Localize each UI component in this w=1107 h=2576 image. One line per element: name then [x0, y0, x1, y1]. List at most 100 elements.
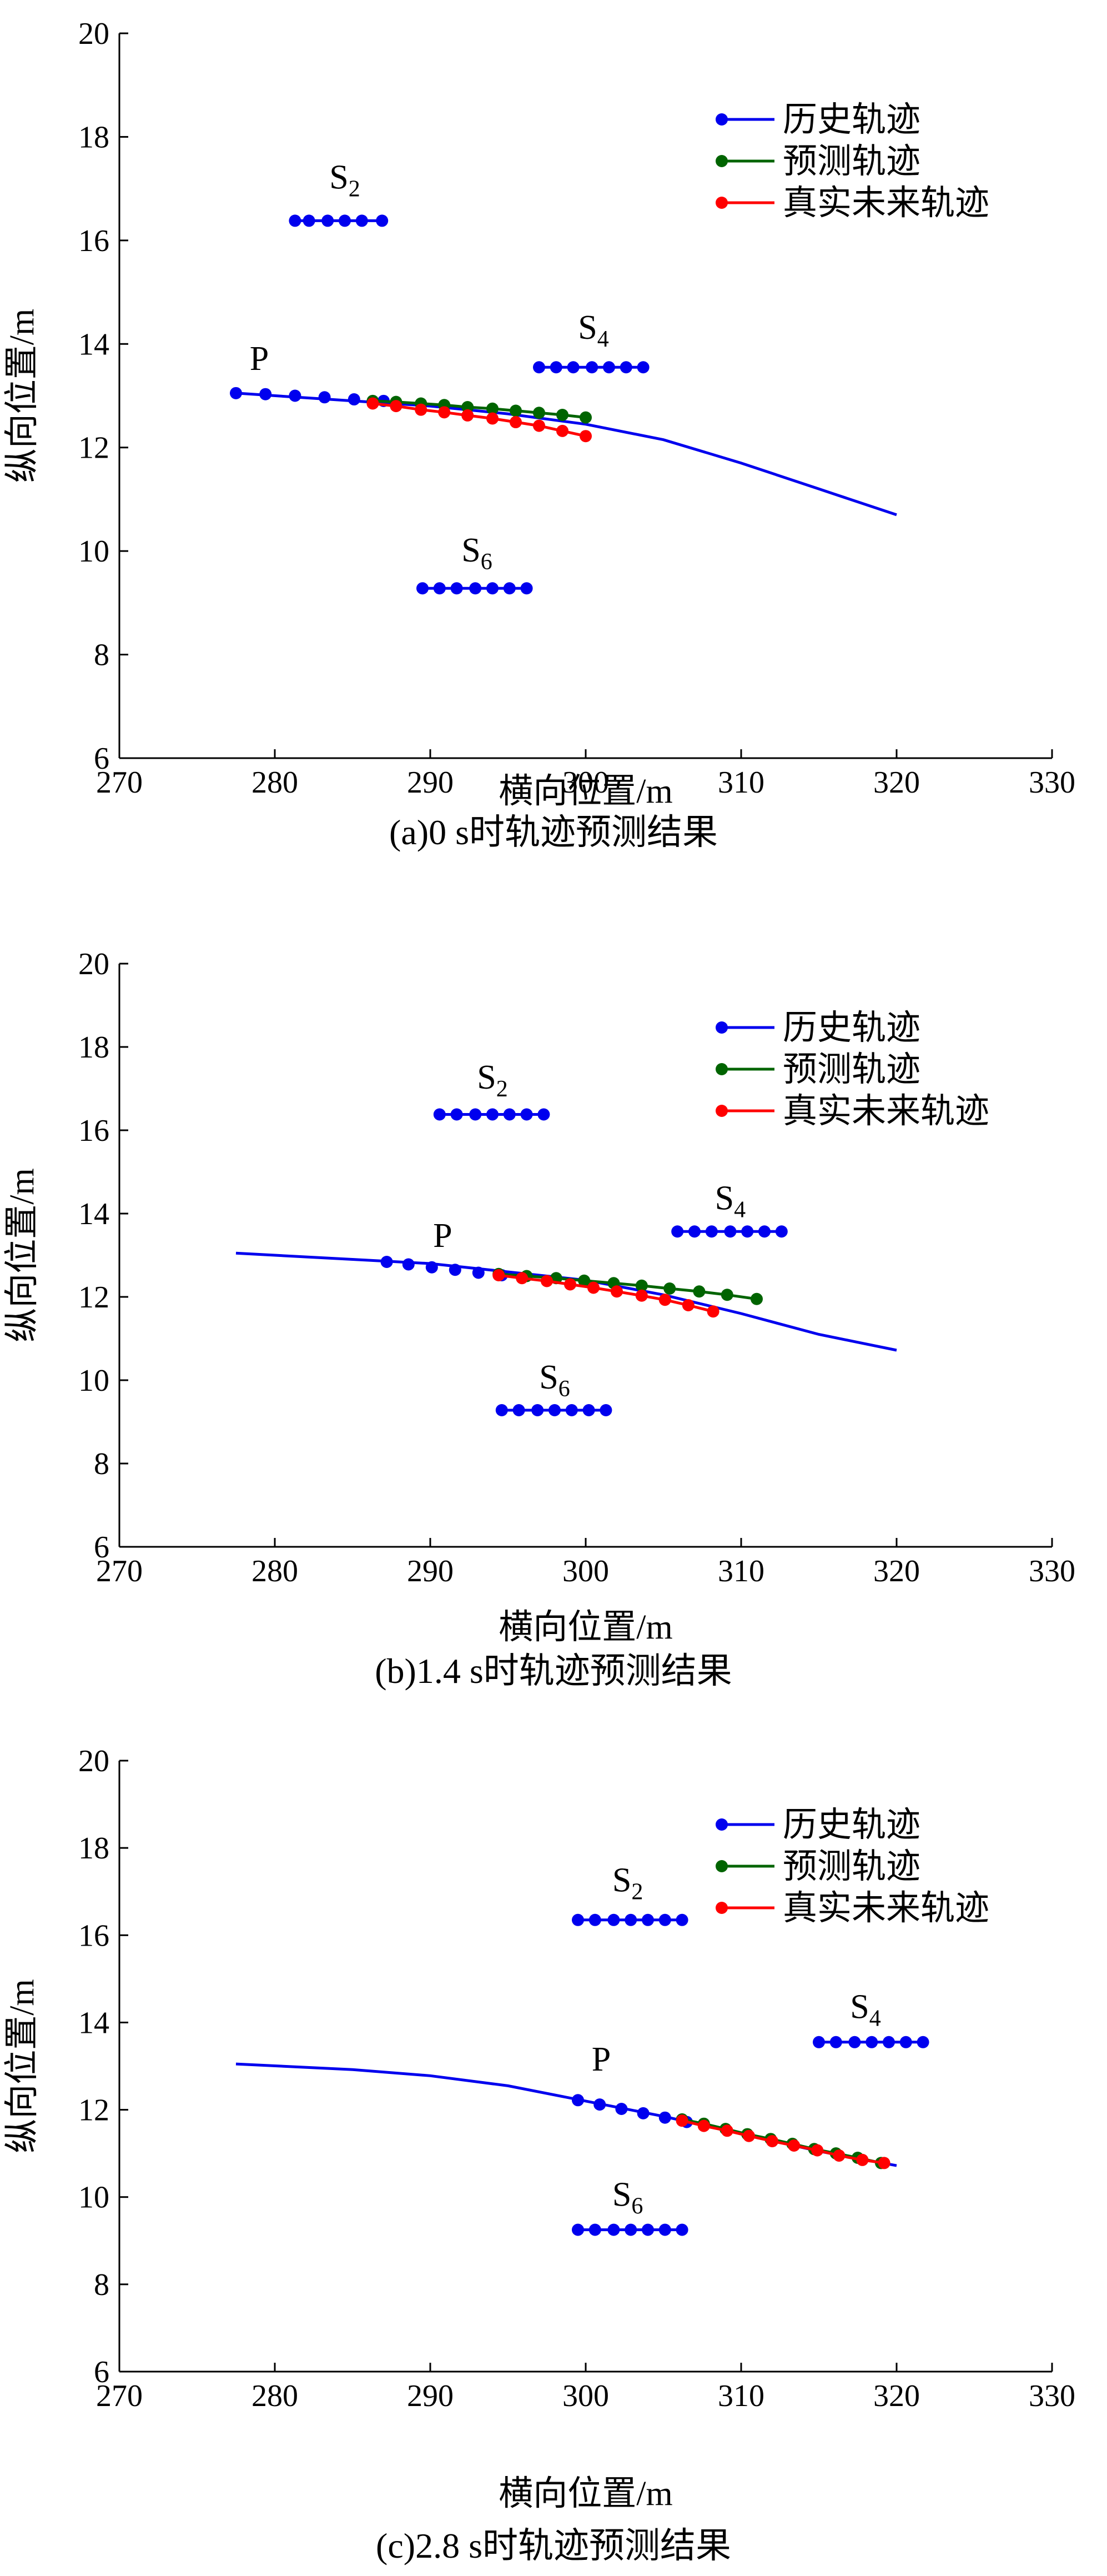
chart-panel-0: 270 280 290 300 310 320 330 6 8 10 12 14 16 18 20 横向位置/…: [3, 17, 1075, 852]
obstacle-point: [486, 582, 499, 595]
legend-history: 历史轨迹: [716, 101, 920, 139]
obstacle-point: [607, 1913, 620, 1926]
obstacle-point: [572, 2223, 584, 2236]
x-tick-label: 280: [251, 1554, 298, 1588]
obstacle-point: [550, 361, 562, 374]
actual-point: [635, 1289, 648, 1302]
legend-swatch-marker: [716, 1105, 728, 1117]
predicted-point: [635, 1279, 648, 1292]
y-tick-label: 16: [78, 1918, 109, 1953]
x-tick-label: 270: [96, 2379, 143, 2413]
obstacle-label-letter: S: [461, 532, 480, 569]
legend-label: 真实未来轨迹: [783, 184, 989, 222]
obstacle-point: [671, 1225, 684, 1238]
y-tick-label: 16: [78, 1114, 109, 1148]
legend-swatch-marker: [716, 1860, 728, 1872]
obstacle-point: [607, 2223, 620, 2236]
actual-point: [461, 409, 474, 422]
history-point: [380, 1256, 393, 1268]
x-tick-label: 330: [1029, 1554, 1075, 1588]
actual-trajectory-line: [682, 2119, 884, 2164]
x-tick-label: 300: [562, 2379, 609, 2413]
legend-predicted: 预测轨迹: [716, 1848, 920, 1886]
x-tick-label: 280: [251, 2379, 298, 2413]
y-tick-label: 10: [78, 1364, 109, 1398]
x-axis-label: 横向位置/m: [499, 1608, 672, 1646]
obstacle-label: S6: [539, 1359, 570, 1402]
obstacle-point: [588, 2223, 601, 2236]
actual-point: [878, 2157, 890, 2169]
predicted-point: [663, 1282, 676, 1295]
predicted-trajectory-line: [499, 1272, 757, 1301]
obstacle-point: [625, 1913, 637, 1926]
history-point: [449, 1264, 461, 1276]
x-tick-label: 330: [1029, 765, 1075, 800]
obstacle-label-subscript: 2: [631, 1880, 643, 1905]
actual-point: [366, 397, 379, 410]
x-tick-label: 290: [407, 2379, 454, 2413]
history-trajectory-line: [235, 1251, 897, 1352]
obstacle-point: [549, 1404, 561, 1416]
chart-panel-1: 270 280 290 300 310 320 330 6 8 10 12 14 16 18 20 横向位置/…: [3, 947, 1075, 1691]
legend-predicted: 预测轨迹: [716, 1051, 920, 1089]
obstacle-label: S4: [715, 1180, 746, 1223]
obstacle-label-subscript: 6: [558, 1376, 570, 1402]
chart-caption: (b)1.4 s时轨迹预测结果: [375, 1651, 732, 1691]
obstacle-point: [531, 1404, 544, 1416]
x-tick-label: 320: [873, 2379, 920, 2413]
y-tick-label: 12: [78, 1280, 109, 1315]
actual-point: [564, 1278, 576, 1291]
actual-point: [766, 2135, 778, 2148]
obstacle-point: [567, 361, 580, 374]
actual-point: [516, 1272, 529, 1285]
actual-point: [587, 1281, 600, 1294]
obstacle-label-subscript: 2: [496, 1076, 508, 1102]
x-tick-label: 320: [873, 1554, 920, 1588]
obstacle-label-letter: S: [539, 1359, 558, 1396]
obstacle-point: [625, 2223, 637, 2236]
obstacle-label: S2: [477, 1059, 507, 1102]
history-point: [472, 1266, 485, 1279]
obstacle-point: [572, 1913, 584, 1926]
obstacle-label-letter: S: [850, 1988, 869, 2026]
obstacle-point: [676, 2223, 688, 2236]
chart-caption: (a)0 s时轨迹预测结果: [389, 813, 718, 852]
legend-swatch-marker: [716, 155, 728, 167]
obstacle-label-subscript: 6: [481, 549, 492, 575]
x-tick-label: 310: [718, 2379, 764, 2413]
obstacle-point: [582, 1404, 595, 1416]
obstacle-point: [586, 361, 598, 374]
history-point: [615, 2103, 628, 2115]
legend-predicted: 预测轨迹: [716, 143, 920, 181]
predicted-point: [533, 407, 545, 419]
legend-swatch-marker: [716, 1021, 728, 1034]
history-point: [425, 1261, 438, 1274]
history-point: [637, 2107, 650, 2119]
actual-point: [611, 1285, 623, 1298]
obstacle-point: [376, 214, 389, 227]
predicted-point: [486, 402, 499, 415]
chart-caption: (c)2.8 s时轨迹预测结果: [376, 2526, 731, 2565]
obstacle-label-letter: S: [477, 1059, 496, 1096]
obstacle-point: [469, 582, 482, 595]
y-tick-label: 18: [78, 1030, 109, 1065]
x-axis-label: 横向位置/m: [499, 2475, 672, 2513]
y-tick-label: 20: [78, 1744, 109, 1778]
obstacle-point: [433, 582, 446, 595]
legend-swatch-marker: [716, 1818, 728, 1831]
y-tick-label: 16: [78, 224, 109, 258]
history-point: [318, 391, 331, 404]
legend-label: 真实未来轨迹: [783, 1092, 989, 1130]
history-point: [230, 387, 242, 399]
obstacle-label: S6: [612, 2176, 643, 2219]
actual-point: [486, 412, 499, 425]
legend-history: 历史轨迹: [716, 1806, 920, 1844]
obstacle-label-letter: S: [612, 1862, 631, 1900]
obstacle-point: [339, 214, 351, 227]
x-tick-label: 310: [718, 765, 764, 800]
y-tick-label: 10: [78, 2181, 109, 2215]
y-tick-label: 8: [94, 2268, 109, 2302]
y-tick-label: 18: [78, 120, 109, 154]
obstacle-point: [658, 1913, 671, 1926]
obstacle-label-subscript: 4: [597, 327, 609, 352]
